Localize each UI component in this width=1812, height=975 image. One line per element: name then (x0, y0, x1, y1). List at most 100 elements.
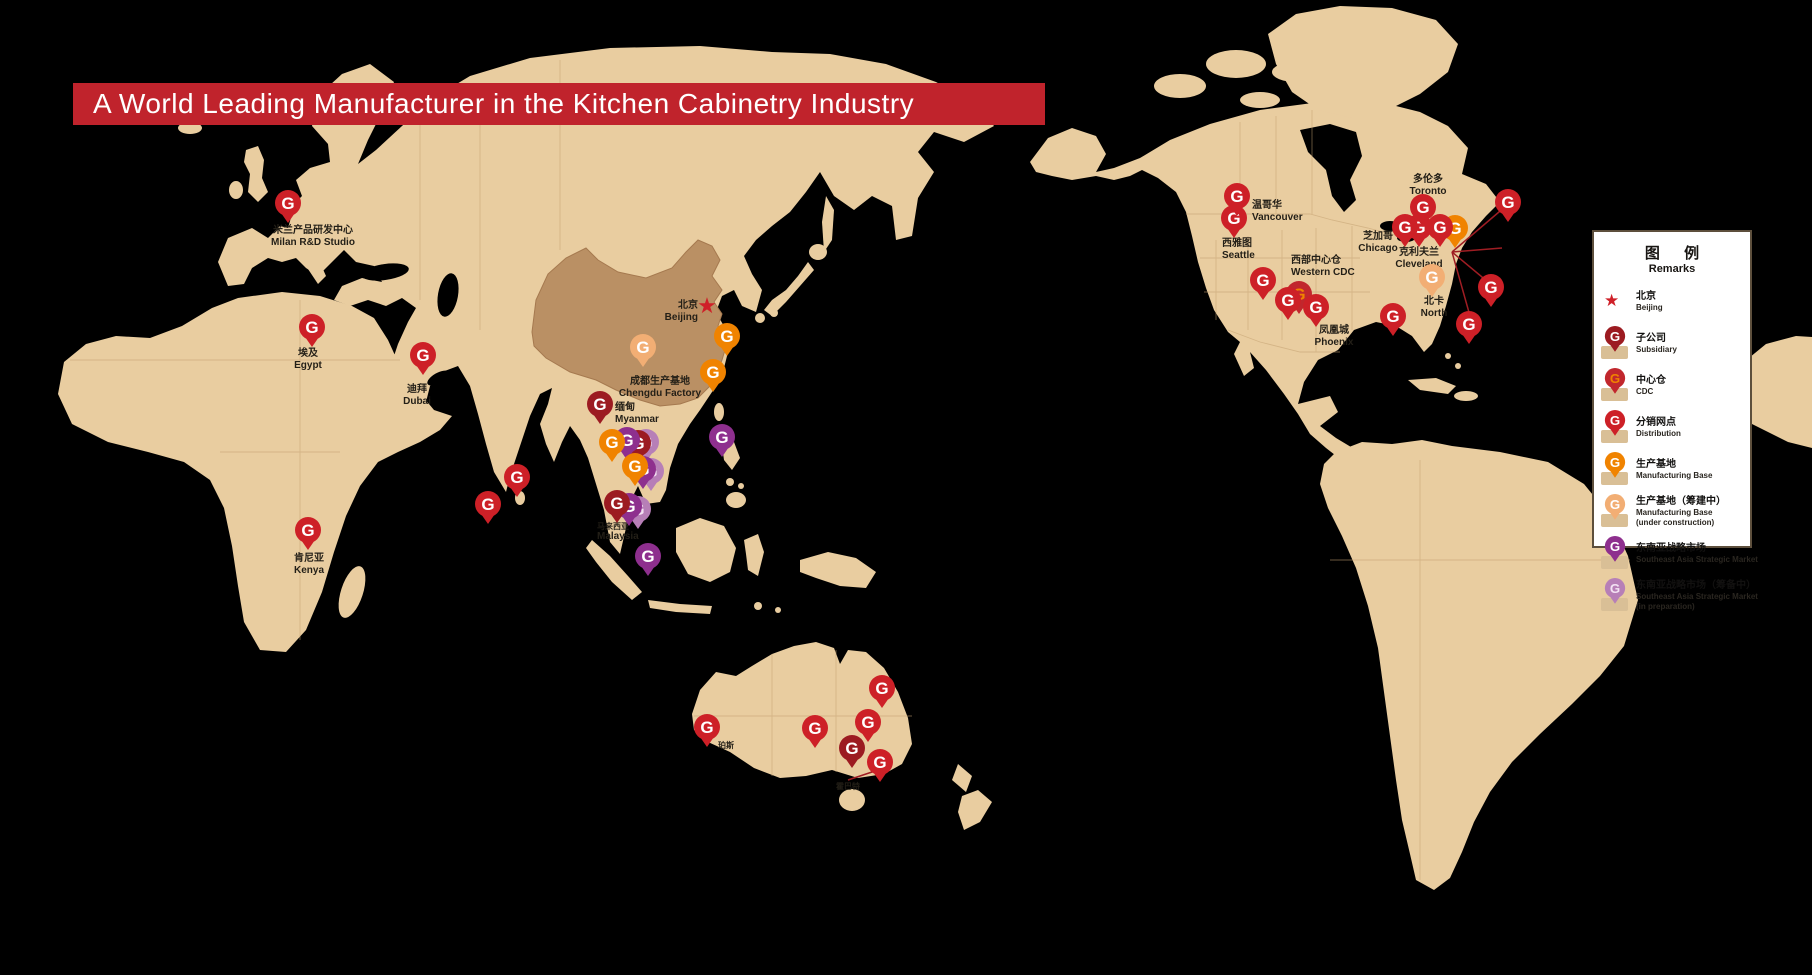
legend-item-en: Southeast Asia Strategic Market (1636, 555, 1758, 565)
legend-item-text: 东南亚战略市场（筹备中） Southeast Asia Strategic Mar… (1636, 580, 1758, 611)
map-pin-fujian: G (700, 359, 726, 385)
map-pin-phoenix-west: G (1275, 287, 1301, 313)
egypt-label-en: Egypt (294, 359, 322, 371)
location-pin-icon: G (1600, 536, 1630, 572)
pin-logo-letter: G (593, 394, 607, 414)
pin-logo-letter: G (305, 317, 319, 337)
map-pin-chengdu: G (630, 334, 656, 360)
legend-item-text: 中心仓 CDC (1636, 375, 1666, 397)
beijing-star-icon: ★ (1600, 284, 1630, 320)
map-pin-india-ocean: G (475, 491, 501, 517)
vancouver-label-en: Vancouver (1252, 211, 1303, 223)
pin-logo-letter: G (1416, 197, 1430, 217)
perth-label-zh: 珀斯 (718, 741, 734, 750)
pin-logo-letter: G (700, 717, 714, 737)
vancouver-label-zh: 温哥华 (1252, 200, 1282, 211)
legend-item-text: 子公司 Subsidiary (1636, 333, 1677, 355)
legend-item-manufacturing: G 生产基地 Manufacturing Base (1600, 452, 1744, 488)
pin-logo-letter: G (605, 432, 619, 452)
chicago-label-zh: 芝加哥 (1362, 231, 1393, 242)
pin-logo-letter: G (1230, 186, 1244, 206)
location-pin-icon: G (1600, 452, 1630, 488)
pin-logo-letter: G (845, 738, 859, 758)
pin-logo-letter: G (873, 752, 887, 772)
map-pin-vancouver: G (1224, 183, 1250, 209)
legend-item-zh: 北京 (1636, 291, 1656, 303)
pin-logo-letter: G (1386, 306, 1400, 326)
pin-logo-letter: G (1609, 370, 1621, 386)
pin-logo-letter: G (1425, 267, 1439, 287)
beijing-label-en: Beijing (664, 311, 698, 323)
vancouver-label: 温哥华 Vancouver (1252, 200, 1303, 223)
milan-label-zh: 米兰产品研发中心 (272, 225, 353, 236)
map-pin-kenya: G (295, 517, 321, 543)
myanmar-label: 缅甸 Myanmar (615, 402, 659, 425)
milan-label-en: Milan R&D Studio (271, 236, 355, 248)
legend-item-text: 东南亚战略市场 Southeast Asia Strategic Market (1636, 543, 1758, 565)
pin-logo-letter: G (281, 193, 295, 213)
chengdu-label-zh: 成都生产基地 (629, 376, 690, 387)
map-pin-thailand-orange: G (599, 429, 625, 455)
pin-logo-letter: G (1256, 270, 1270, 290)
pin-logo-letter: G (1433, 217, 1447, 237)
legend-item-zh: 中心仓 (1636, 375, 1666, 387)
map-pin-dubai: G (410, 342, 436, 368)
kenya-label-en: Kenya (293, 564, 325, 576)
pin-logo-letter: G (720, 326, 734, 346)
legend-item-cdc: G 中心仓 CDC (1600, 368, 1744, 404)
pin-logo-letter: G (1609, 454, 1621, 470)
pin-logo-letter: G (875, 678, 889, 698)
legend-item-en2: (under construction) (1636, 518, 1715, 527)
map-pin-malaysia-red: G (604, 490, 630, 516)
chengdu-label: 成都生产基地 Chengdu Factory (619, 376, 701, 399)
legend-item-beijing-star: ★ 北京 Beijing (1600, 284, 1744, 320)
western-cdc-label-en: Western CDC (1291, 266, 1355, 278)
legend-item-en: Distribution (1636, 429, 1681, 439)
map-pin-milan: G (275, 190, 301, 216)
legend-item-distribution: G 分销网点 Distribution (1600, 410, 1744, 446)
pin-logo-letter: G (636, 337, 650, 357)
beijing-star-icon: ★ (697, 293, 717, 318)
beijing-label: 北京 Beijing (665, 300, 698, 323)
western-cdc-label: 西部中心仓 Western CDC (1291, 255, 1355, 278)
map-pin-toronto: G (1410, 194, 1436, 220)
map-pin-hobart: G (867, 749, 893, 775)
perth-label: 珀斯 (718, 741, 734, 750)
pin-logo-letter: G (481, 494, 495, 514)
pin-logo-letter: G (1609, 496, 1621, 512)
dubai-label-en: Dubai (403, 395, 431, 407)
legend-item-manufacturing-prep: G 生产基地（筹建中） Manufacturing Base (under const… (1600, 494, 1744, 530)
legend-item-en: Manufacturing Base (1636, 508, 1713, 518)
map-pin-egypt: G (299, 314, 325, 340)
title-banner: A World Leading Manufacturer in the Kitc… (73, 83, 1045, 125)
pin-logo-letter: G (1281, 290, 1295, 310)
cleveland-label-en: Cleveland (1395, 258, 1443, 270)
legend-title-en: Remarks (1648, 263, 1696, 275)
dubai-label-zh: 迪拜 (407, 384, 427, 395)
legend-item-zh: 东南亚战略市场（筹备中） (1636, 580, 1756, 592)
legend-item-zh: 生产基地 (1636, 459, 1676, 471)
legend-item-en2: (in preparation) (1636, 602, 1695, 611)
map-pin-western-cdc: G (1250, 267, 1276, 293)
pin-logo-letter: G (1609, 580, 1621, 596)
legend-item-text: 北京 Beijing (1636, 291, 1663, 313)
legend-item-text: 生产基地 Manufacturing Base (1636, 459, 1712, 481)
map-pin-singapore-purple: G (635, 543, 661, 569)
legend-item-en: Southeast Asia Strategic Market (1636, 592, 1758, 602)
toronto-label-zh: 多伦多 (1413, 174, 1443, 185)
legend-item-zh: 东南亚战略市场 (1636, 543, 1706, 555)
myanmar-label-en: Myanmar (615, 413, 659, 425)
legend-item-en: Manufacturing Base (1636, 471, 1713, 481)
legend-item-zh: 子公司 (1636, 333, 1666, 345)
pin-logo-letter: G (1462, 314, 1476, 334)
legend-item-subsidiary: G 子公司 Subsidiary (1600, 326, 1744, 362)
pin-logo-letter: G (706, 362, 720, 382)
pin-logo-letter: G (641, 546, 655, 566)
hobart-label: 霍巴特 (836, 782, 860, 791)
location-pin-icon: G (1604, 410, 1626, 431)
map-pin-sydney: G (855, 709, 881, 735)
pin-logo-letter: G (1609, 412, 1621, 428)
map-pin-east-coast-south: G (1456, 311, 1482, 337)
location-pin-icon: G (1604, 578, 1626, 599)
